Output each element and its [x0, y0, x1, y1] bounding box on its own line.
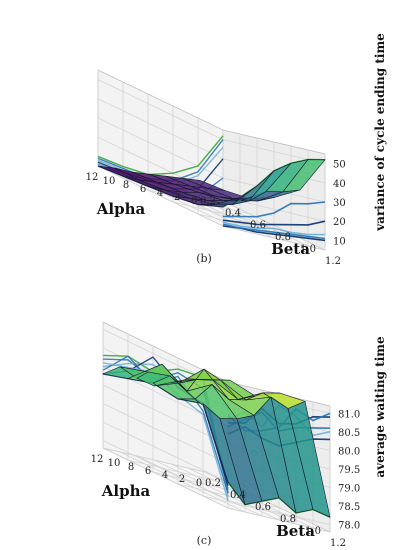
x-tick-label: 2: [174, 192, 180, 203]
projection-line-alpha: [222, 221, 326, 236]
grid-line: [153, 459, 280, 521]
grid-line: [127, 459, 231, 485]
surface-patch: [282, 159, 326, 193]
panel-caption: (b): [196, 252, 212, 265]
z-tick-label: 30: [333, 198, 346, 209]
x-tick-label: 6: [140, 184, 146, 195]
grid-line: [102, 447, 229, 509]
z-tick-label: 80.0: [338, 446, 360, 457]
y-tick-label: 0.2: [205, 478, 221, 489]
z-tick-label: 78.0: [338, 521, 360, 532]
z-tick-label: 50: [333, 160, 346, 171]
surface-patch: [287, 400, 331, 518]
x-tick-label: 10: [103, 176, 116, 187]
y-tick-label: 1.0: [305, 526, 321, 537]
x-tick-label: 10: [108, 458, 121, 469]
x-axis-label: Alpha: [101, 482, 151, 500]
y-tick-label: 0.2: [200, 196, 216, 207]
x-tick-label: 4: [162, 470, 168, 481]
z-tick-label: 40: [333, 179, 346, 190]
panel-caption: (c): [197, 534, 212, 547]
z-tick-label: 79.0: [338, 484, 360, 495]
x-tick-label: 0: [191, 196, 197, 207]
z-tick-label: 20: [333, 217, 346, 228]
plot-area: 12 10 8 6 4 2 0 0.20.40.60.81.01.21020304050Alp…: [86, 33, 387, 267]
y-tick-label: 1.2: [325, 256, 341, 267]
projection-line-alpha: [222, 201, 326, 218]
z-axis-label: variance of cycle ending time: [373, 33, 387, 232]
grid-line: [172, 201, 276, 227]
projection-line-beta: [97, 135, 224, 176]
z-tick-label: 10: [333, 236, 346, 247]
x-tick-label: 8: [128, 462, 134, 473]
grid-line: [177, 483, 281, 509]
y-tick-label: 0.8: [280, 514, 296, 525]
plot-area: 12 10 8 6 4 2 0 0.2 0.4 0.6 0.8 1.0 1.2 78.0 78.5 79.0 7…: [91, 321, 387, 549]
y-tick-label: 0.6: [250, 220, 266, 231]
x-tick-label: 8: [123, 180, 129, 191]
y-axis-label: Beta: [276, 522, 315, 540]
x-tick-label: 12: [91, 454, 104, 465]
x-axis-label: Alpha: [96, 200, 146, 218]
z-tick-label: 79.5: [338, 465, 360, 476]
x-tick-label: 4: [157, 188, 163, 199]
grid-line: [102, 447, 206, 473]
y-tick-label: 0.4: [230, 490, 246, 501]
surface-plot-b: 12 10 8 6 4 2 0 0.20.40.60.81.01.21020304050Alp…: [86, 33, 387, 267]
z-axis-label: average waiting time: [373, 336, 387, 478]
z-tick-label: 80.5: [338, 428, 360, 439]
y-tick-label: 1.0: [300, 244, 316, 255]
y-tick-label: 1.2: [330, 538, 346, 549]
x-tick-label: 2: [179, 474, 185, 485]
projection-line-alpha: [222, 219, 326, 226]
x-tick-label: 12: [86, 172, 99, 183]
z-tick-label: 78.5: [338, 502, 360, 513]
y-tick-label: 0.6: [255, 502, 271, 513]
y-tick-label: 0.4: [225, 208, 241, 219]
y-tick-label: 0.8: [275, 232, 291, 243]
grid-line: [222, 225, 326, 251]
grid-line: [202, 495, 306, 521]
y-axis-label: Beta: [271, 240, 310, 258]
grid-line: [170, 463, 297, 525]
grid-line: [97, 165, 224, 227]
x-tick-label: 6: [145, 466, 151, 477]
chart-panel-c: 12 10 8 6 4 2 0 0.2 0.4 0.6 0.8 1.0 1.2 78.0 78.5 79.0 7…: [0, 272, 408, 550]
z-tick-label: 81.0: [338, 409, 360, 420]
grid-line: [227, 507, 331, 533]
grid-line: [136, 455, 263, 517]
chart-panel-b: 12 10 8 6 4 2 0 0.2 0.4 0.6 0.8 1.0 1.2 10 20 30 40 50 Alp…: [0, 0, 408, 268]
x-tick-label: 0: [196, 478, 202, 489]
surface-plot-c: 12 10 8 6 4 2 0 0.2 0.4 0.6 0.8 1.0 1.2 78.0 78.5 79.0 7…: [91, 321, 387, 549]
grid-line: [119, 451, 246, 513]
projection-line-alpha: [222, 223, 326, 240]
